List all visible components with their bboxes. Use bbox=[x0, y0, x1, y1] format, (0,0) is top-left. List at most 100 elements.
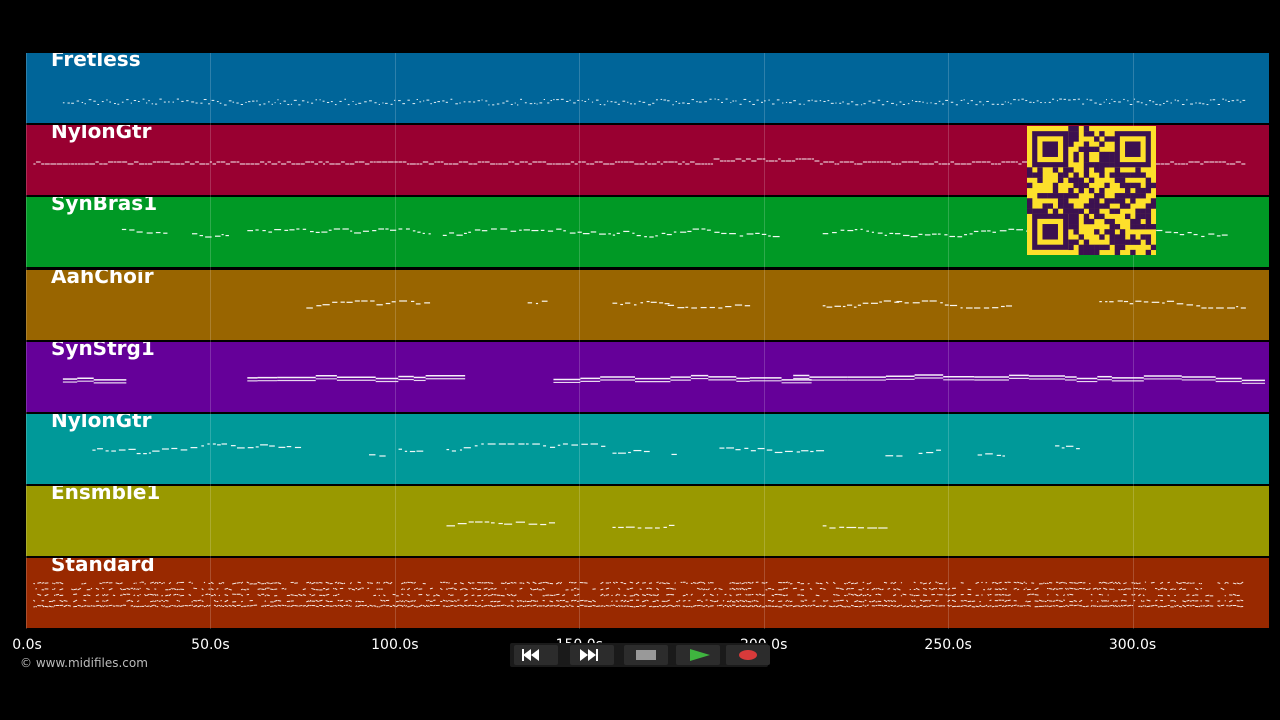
note bbox=[600, 594, 604, 597]
note bbox=[171, 588, 174, 591]
note bbox=[383, 582, 386, 585]
note bbox=[1063, 594, 1066, 597]
note bbox=[570, 600, 574, 602]
note bbox=[729, 582, 732, 585]
note bbox=[274, 605, 278, 608]
note bbox=[224, 594, 229, 597]
note bbox=[846, 605, 849, 608]
note bbox=[1198, 606, 1201, 608]
note bbox=[306, 600, 310, 603]
note-roll bbox=[62, 98, 1246, 106]
note bbox=[176, 582, 179, 585]
play-icon bbox=[690, 649, 710, 661]
note bbox=[453, 588, 457, 591]
note bbox=[41, 582, 45, 585]
note bbox=[998, 605, 1002, 607]
note bbox=[146, 588, 150, 591]
note bbox=[678, 600, 681, 603]
note bbox=[52, 582, 54, 585]
record-button[interactable] bbox=[726, 645, 770, 665]
note bbox=[745, 594, 748, 596]
note bbox=[168, 594, 172, 597]
note bbox=[1055, 594, 1059, 597]
note bbox=[896, 588, 901, 591]
note bbox=[83, 583, 87, 585]
note bbox=[44, 594, 49, 597]
note bbox=[665, 604, 670, 608]
note bbox=[1186, 605, 1190, 607]
note bbox=[208, 605, 211, 608]
note bbox=[99, 605, 103, 608]
note bbox=[165, 600, 169, 602]
note bbox=[947, 588, 951, 591]
note bbox=[1096, 588, 1099, 591]
note bbox=[1088, 588, 1091, 591]
note bbox=[555, 604, 560, 608]
note bbox=[871, 588, 876, 591]
note bbox=[180, 605, 185, 608]
note bbox=[545, 605, 550, 608]
note bbox=[349, 600, 352, 603]
note bbox=[902, 594, 907, 596]
note bbox=[800, 605, 805, 608]
note bbox=[522, 601, 525, 603]
note bbox=[848, 581, 851, 584]
note bbox=[913, 605, 916, 608]
note bbox=[635, 593, 640, 597]
note bbox=[290, 605, 294, 608]
note bbox=[422, 605, 426, 608]
note bbox=[55, 594, 60, 596]
note bbox=[222, 582, 225, 584]
note bbox=[274, 600, 278, 603]
note bbox=[1010, 605, 1014, 608]
note bbox=[707, 582, 710, 585]
note bbox=[576, 593, 580, 597]
note bbox=[1078, 600, 1083, 603]
note bbox=[334, 581, 338, 584]
fast-forward-button[interactable] bbox=[570, 645, 614, 665]
note bbox=[675, 605, 679, 608]
note bbox=[135, 605, 138, 608]
note bbox=[369, 582, 373, 585]
note bbox=[792, 605, 797, 608]
note bbox=[376, 582, 379, 585]
note bbox=[751, 582, 754, 585]
stop-button[interactable] bbox=[624, 645, 668, 665]
note bbox=[1112, 600, 1115, 603]
note bbox=[232, 583, 237, 585]
track-lane: Ensmble1 bbox=[26, 486, 1269, 557]
note bbox=[839, 588, 844, 591]
note bbox=[201, 588, 204, 591]
note bbox=[854, 594, 859, 597]
note bbox=[119, 588, 123, 591]
note bbox=[532, 600, 537, 603]
note bbox=[745, 582, 748, 585]
note bbox=[383, 594, 386, 597]
note bbox=[266, 582, 270, 585]
note-roll bbox=[92, 443, 1080, 457]
note bbox=[1192, 600, 1195, 602]
note bbox=[339, 582, 344, 585]
note bbox=[864, 599, 867, 602]
note bbox=[188, 605, 192, 607]
note bbox=[173, 588, 177, 591]
note bbox=[357, 581, 362, 584]
note bbox=[682, 595, 686, 597]
note bbox=[487, 605, 491, 607]
note bbox=[828, 605, 833, 608]
note bbox=[95, 588, 100, 591]
note bbox=[373, 605, 377, 608]
note bbox=[309, 582, 312, 585]
note bbox=[656, 588, 660, 591]
qr-code bbox=[1027, 126, 1157, 256]
play-button[interactable] bbox=[676, 645, 720, 665]
note bbox=[701, 581, 703, 584]
note bbox=[1118, 605, 1121, 608]
note bbox=[1101, 605, 1104, 608]
note bbox=[1140, 606, 1143, 608]
note bbox=[887, 600, 891, 603]
note bbox=[471, 588, 475, 591]
note bbox=[83, 600, 87, 602]
note bbox=[325, 600, 330, 603]
rewind-button[interactable] bbox=[514, 645, 558, 665]
